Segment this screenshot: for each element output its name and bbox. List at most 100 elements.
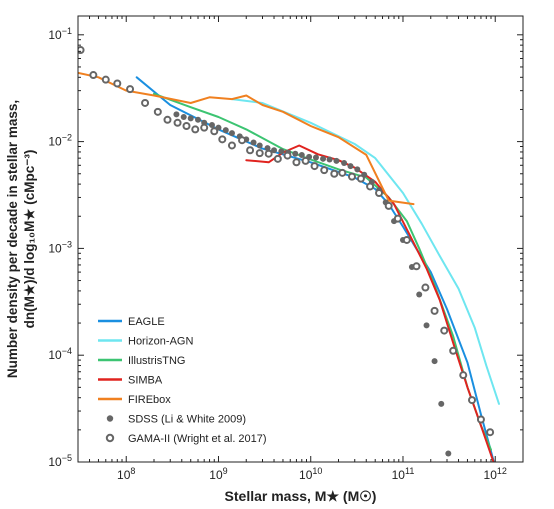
legend-item-firebox: FIREbox [98, 394, 171, 406]
data-point [440, 326, 449, 335]
data-point [278, 148, 285, 155]
series-line-eagle [135, 76, 495, 462]
plot-frame [77, 15, 524, 463]
legend-label: IllustrisTNG [128, 355, 185, 367]
data-point [449, 346, 458, 355]
data-point [283, 151, 292, 160]
data-point [384, 201, 393, 210]
data-point [456, 491, 462, 497]
data-point [246, 146, 255, 155]
data-point [356, 174, 365, 183]
legend: EAGLE Horizon-AGN IllustrisTNG SIMBA FIREbox… [98, 316, 267, 445]
data-point [301, 156, 310, 165]
data-point [312, 154, 319, 161]
data-point [347, 163, 354, 170]
data-point [200, 123, 209, 132]
y-tick-label: 10−1 [48, 26, 72, 42]
data-point [187, 115, 194, 122]
data-point [438, 400, 445, 407]
data-point [182, 121, 191, 130]
data-point [153, 107, 162, 116]
data-point [298, 151, 305, 158]
data-point [423, 322, 430, 329]
data-point [208, 122, 215, 129]
series-line-horizon-agn [231, 98, 500, 405]
data-point [341, 160, 348, 167]
data-point [459, 371, 468, 380]
data-point [195, 116, 202, 123]
data-point [273, 154, 282, 163]
data-point [486, 428, 495, 437]
legend-label: EAGLE [128, 316, 165, 328]
data-point [338, 168, 347, 177]
legend-item-sdss-li-white-2009: SDSS (Li & White 2009) [106, 414, 246, 426]
data-point [393, 214, 402, 223]
data-point [250, 139, 257, 146]
legend-item-horizon-agn: Horizon-AGN [98, 336, 193, 348]
data-point [333, 157, 340, 164]
series-line-illustristng [153, 92, 492, 451]
x-tick-label: 1012 [484, 466, 507, 482]
data-point [264, 145, 271, 152]
data-point [326, 156, 333, 163]
data-point [292, 158, 301, 167]
legend-label: GAMA-II (Wright et al. 2017) [128, 433, 267, 445]
y-tick-label: 10−2 [48, 133, 72, 149]
data-point [173, 118, 182, 127]
legend-label: SIMBA [128, 375, 163, 387]
legend-marker [106, 415, 114, 422]
data-point [476, 415, 485, 424]
legend-marker [105, 433, 115, 443]
data-point [402, 235, 411, 244]
data-point [227, 141, 236, 150]
series-line-firebox [78, 71, 415, 206]
data-point [255, 149, 264, 158]
data-point [430, 306, 439, 315]
x-tick-label: 1011 [392, 466, 415, 482]
data-point [210, 127, 219, 136]
data-point [113, 79, 122, 88]
data-point [191, 125, 200, 134]
data-point [126, 85, 135, 94]
data-point [180, 113, 187, 120]
data-point [366, 182, 375, 191]
data-point [218, 135, 227, 144]
x-tick-label: 1010 [299, 466, 322, 482]
data-point [468, 396, 477, 405]
legend-label: Horizon-AGN [128, 336, 193, 348]
data-point [347, 172, 356, 181]
data-point [431, 358, 438, 365]
data-point [310, 162, 319, 171]
legend-item-eagle: EAGLE [98, 316, 165, 328]
data-point [412, 262, 421, 271]
data-point [292, 150, 299, 157]
legend-item-simba: SIMBA [98, 375, 163, 387]
data-point [320, 155, 327, 162]
data-point [238, 136, 247, 145]
data-point [101, 75, 110, 84]
data-point [89, 71, 98, 80]
series-points-gama-ii-wright-et-al-2017 [78, 46, 495, 437]
data-point [354, 166, 361, 173]
data-point [173, 111, 180, 118]
data-point [375, 189, 384, 198]
y-axis-label-line2: dn(M★)/d log₁₀M★ (cMpc⁻³) [22, 150, 37, 329]
data-point [222, 127, 229, 134]
x-tick-label: 109 [209, 466, 227, 482]
data-point [445, 450, 452, 457]
y-axis-label-line1: Number density per decade in stellar mas… [5, 100, 20, 378]
data-point [228, 130, 235, 137]
data-point [416, 291, 423, 298]
legend-label: SDSS (Li & White 2009) [128, 414, 246, 426]
data-point [330, 169, 339, 178]
data-point [421, 283, 430, 292]
x-axis-label: Stellar mass, M★ (M☉) [225, 488, 377, 504]
legend-item-illustristng: IllustrisTNG [98, 355, 185, 367]
series-points-sdss-li-white-2009 [173, 111, 462, 497]
legend-label: FIREbox [128, 394, 171, 406]
legend-item-gama-ii-wright-et-al-2017: GAMA-II (Wright et al. 2017) [105, 433, 267, 445]
series-layer [78, 46, 500, 497]
data-point [320, 166, 329, 175]
data-point [141, 98, 150, 107]
